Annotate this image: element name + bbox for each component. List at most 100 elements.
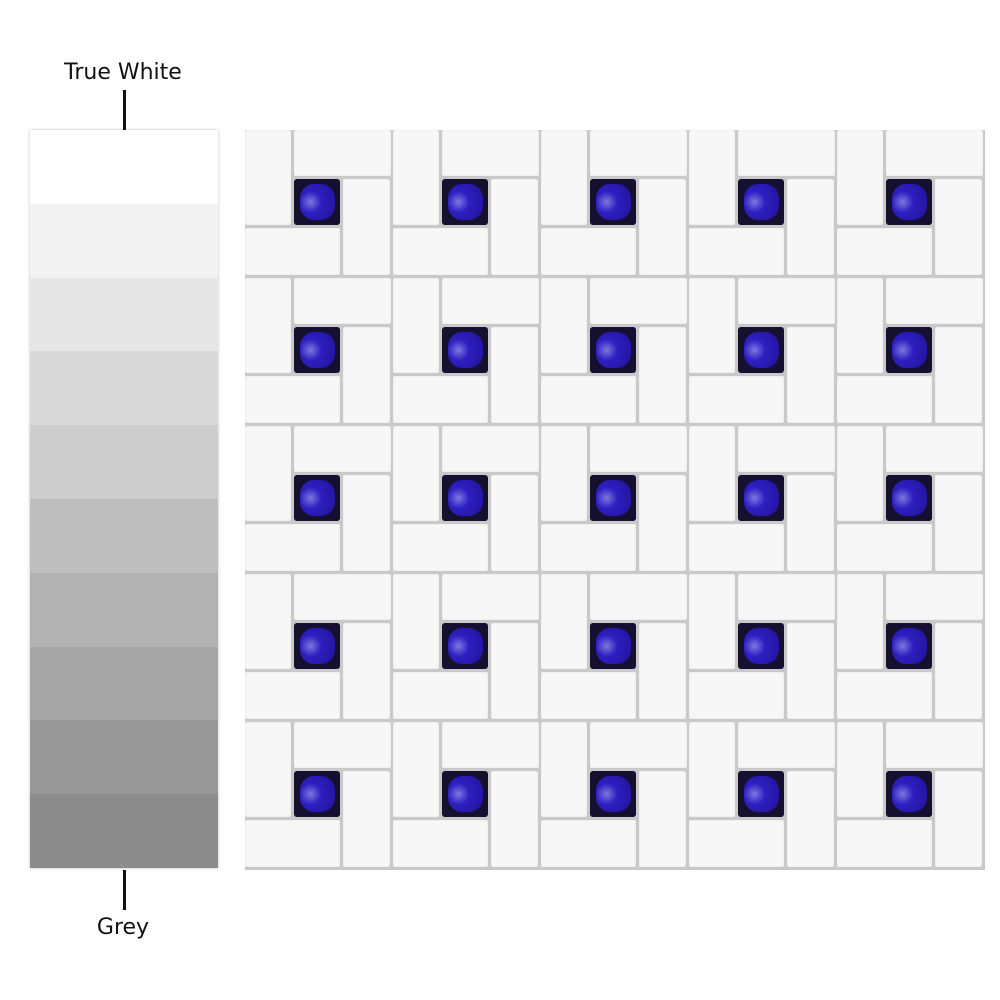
dot-tile [738, 327, 784, 373]
tile-vertical [689, 574, 735, 669]
tile-horizontal [689, 376, 784, 423]
tile-horizontal [689, 228, 784, 275]
tile-horizontal [590, 130, 687, 176]
tile-vertical [491, 179, 538, 275]
tile-horizontal [294, 426, 391, 472]
dot-tile [738, 623, 784, 669]
tile-vertical [639, 327, 686, 423]
scale-band [30, 351, 218, 426]
dot-tile [294, 623, 340, 669]
tile-vertical [935, 475, 982, 571]
tile-horizontal [294, 130, 391, 176]
tile-vertical [689, 278, 735, 373]
scale-band [30, 203, 218, 278]
tile-vertical [787, 475, 834, 571]
tile-vertical [787, 771, 834, 867]
tile-vertical [639, 771, 686, 867]
tile-vertical [541, 722, 587, 817]
tile-horizontal [738, 574, 835, 620]
tile-horizontal [738, 278, 835, 324]
color-scale [30, 130, 218, 868]
dot-tile [442, 179, 488, 225]
tile-vertical [245, 278, 291, 373]
dot-tile [886, 623, 932, 669]
tile-horizontal [442, 426, 539, 472]
dot-tile [738, 179, 784, 225]
tile-vertical [393, 426, 439, 521]
tile-vertical [491, 623, 538, 719]
scale-band [30, 720, 218, 795]
tile-horizontal [245, 820, 340, 867]
tile-horizontal [590, 574, 687, 620]
scale-band [30, 794, 218, 868]
scale-band [30, 130, 218, 204]
tile-horizontal [738, 130, 835, 176]
scale-band [30, 277, 218, 352]
scale-top-label: True White [64, 60, 182, 85]
tile-vertical [935, 327, 982, 423]
tile-vertical [245, 722, 291, 817]
tile-vertical [541, 130, 587, 225]
tile-vertical [787, 327, 834, 423]
tile-vertical [541, 426, 587, 521]
tile-horizontal [837, 672, 932, 719]
tile-vertical [639, 179, 686, 275]
tile-horizontal [245, 376, 340, 423]
tile-horizontal [689, 672, 784, 719]
tile-vertical [639, 475, 686, 571]
tile-vertical [393, 574, 439, 669]
tile-vertical [491, 327, 538, 423]
tile-vertical [639, 623, 686, 719]
tile-vertical [343, 327, 390, 423]
dot-tile [442, 771, 488, 817]
scale-bottom-label: Grey [96, 915, 150, 940]
tile-horizontal [886, 574, 983, 620]
tile-vertical [689, 130, 735, 225]
tile-vertical [393, 278, 439, 373]
tile-horizontal [245, 672, 340, 719]
tile-vertical [541, 278, 587, 373]
tile-vertical [837, 278, 883, 373]
tile-vertical [837, 130, 883, 225]
tile-horizontal [590, 278, 687, 324]
tile-horizontal [393, 820, 488, 867]
dot-tile [294, 179, 340, 225]
tile-horizontal [442, 722, 539, 768]
scale-band [30, 572, 218, 647]
tile-horizontal [393, 524, 488, 571]
scale-band [30, 425, 218, 499]
tile-horizontal [245, 524, 340, 571]
tile-horizontal [393, 672, 488, 719]
tile-vertical [245, 130, 291, 225]
dot-tile [442, 623, 488, 669]
mosaic-tile-sheet [245, 130, 985, 870]
tile-horizontal [886, 130, 983, 176]
tile-horizontal [541, 376, 636, 423]
tile-horizontal [837, 376, 932, 423]
tile-vertical [541, 574, 587, 669]
tile-horizontal [886, 426, 983, 472]
tile-vertical [491, 475, 538, 571]
dot-tile [886, 475, 932, 521]
tile-horizontal [837, 820, 932, 867]
tile-vertical [343, 179, 390, 275]
tile-horizontal [590, 722, 687, 768]
tile-horizontal [294, 574, 391, 620]
scale-bottom-tick [123, 870, 126, 910]
dot-tile [738, 475, 784, 521]
tile-vertical [491, 771, 538, 867]
tile-vertical [343, 475, 390, 571]
tile-horizontal [541, 820, 636, 867]
tile-vertical [245, 574, 291, 669]
tile-vertical [837, 426, 883, 521]
tile-vertical [935, 771, 982, 867]
tile-horizontal [590, 426, 687, 472]
dot-tile [442, 475, 488, 521]
tile-horizontal [294, 722, 391, 768]
dot-tile [590, 475, 636, 521]
dot-tile [886, 179, 932, 225]
tile-vertical [787, 179, 834, 275]
tile-horizontal [738, 426, 835, 472]
tile-horizontal [442, 278, 539, 324]
tile-vertical [245, 426, 291, 521]
